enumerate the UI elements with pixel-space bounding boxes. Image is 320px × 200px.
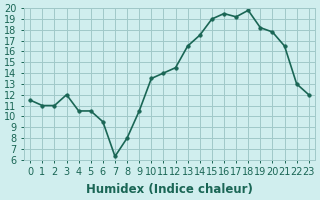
X-axis label: Humidex (Indice chaleur): Humidex (Indice chaleur): [86, 183, 253, 196]
